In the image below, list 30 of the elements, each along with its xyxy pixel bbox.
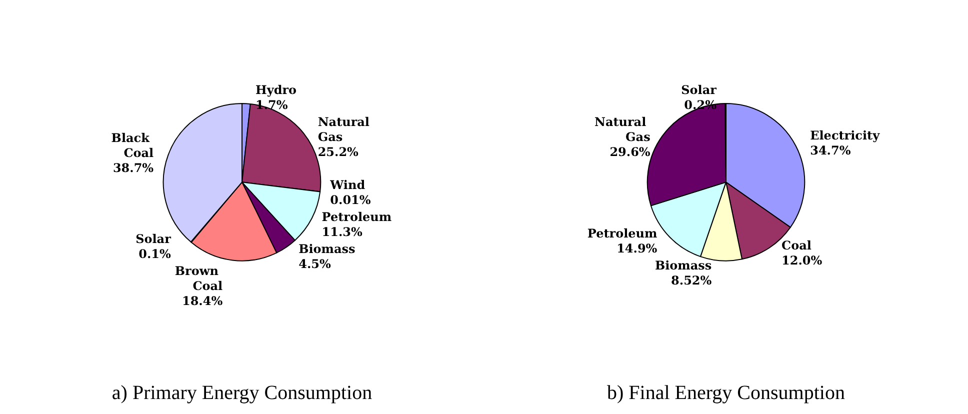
data-label: 0.01% [330,192,372,207]
slice-label: Wind [329,178,366,192]
slice-label: Hydro [256,83,297,98]
slice-label: Brown Coal [174,264,224,294]
slice-label: Biomass [298,242,356,256]
data-label: 8.52% [671,274,712,288]
data-label: 38.7% [112,160,154,175]
data-label: 0.1% [138,247,172,262]
slice-label: Biomass [654,258,712,273]
data-label: 34.7% [810,144,852,158]
slice-label: Natural Gas [318,115,374,144]
data-label: 14.9% [616,242,658,256]
text: b) Final Energy Consumption [607,382,845,404]
slice-label: Petroleum [587,226,658,241]
slice-label: Coal [782,238,812,252]
text: a) Primary Energy Consumption [112,382,372,404]
data-label: 25.2% [318,145,360,160]
data-label: 0.2% [684,98,718,112]
slice-label: Electricity [810,128,881,143]
data-label: 18.4% [182,294,224,308]
slice-label: Natural Gas [594,115,651,144]
data-label: 1.7% [256,98,288,112]
slice-label: Black Coal [111,130,154,160]
data-label: 12.0% [782,253,823,268]
slice-label: Solar [681,83,718,97]
slice-label: Petroleum [322,210,392,224]
slice-label: Solar [136,232,172,246]
data-label: 11.3% [322,224,364,239]
data-label: 29.6% [610,145,651,159]
data-label: 4.5% [298,256,332,271]
